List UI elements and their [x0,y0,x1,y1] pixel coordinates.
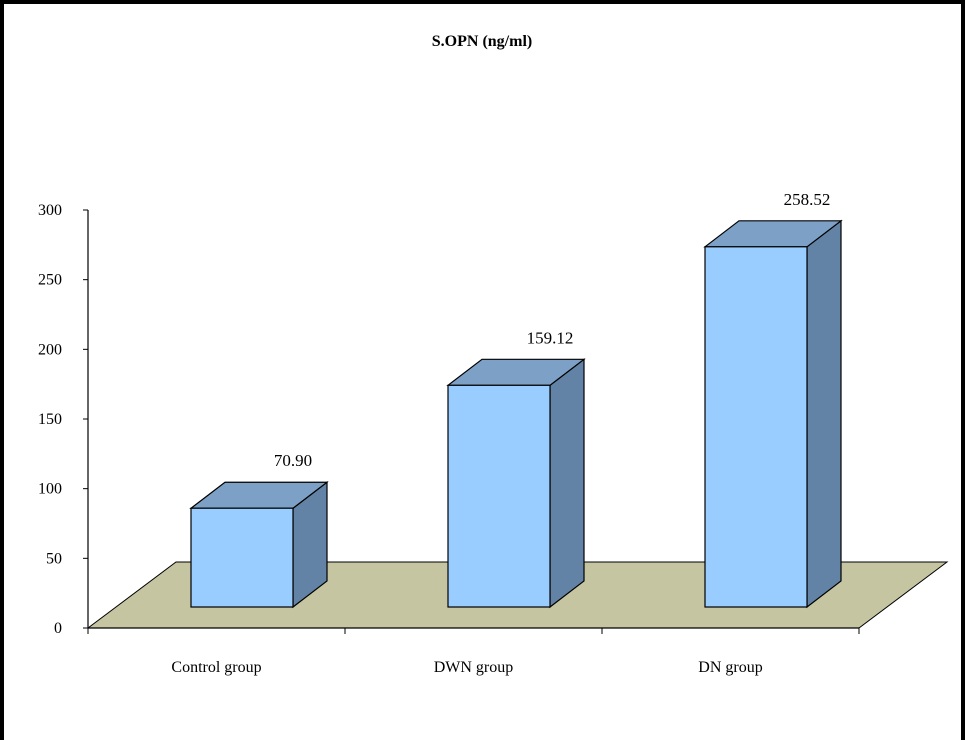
y-tick-label: 50 [46,550,62,567]
y-tick-label: 150 [38,411,62,428]
bar [190,507,294,608]
y-tick-label: 250 [38,272,62,289]
bar-side [806,219,842,609]
bar-side [549,358,585,609]
data-label: 70.90 [274,451,312,470]
data-label: 159.12 [527,328,574,347]
data-label: 258.52 [784,190,831,209]
y-tick-label: 200 [38,341,62,358]
y-tick-label: 0 [54,620,62,637]
y-tick-label: 300 [38,202,62,219]
chart-title: S.OPN (ng/ml) [432,33,532,50]
y-tick-label: 100 [38,481,62,498]
x-category-label: Control group [171,659,261,676]
x-category-label: DWN group [434,659,514,676]
x-category-label: DN group [698,659,762,676]
bar [704,246,808,608]
bar [447,384,551,608]
